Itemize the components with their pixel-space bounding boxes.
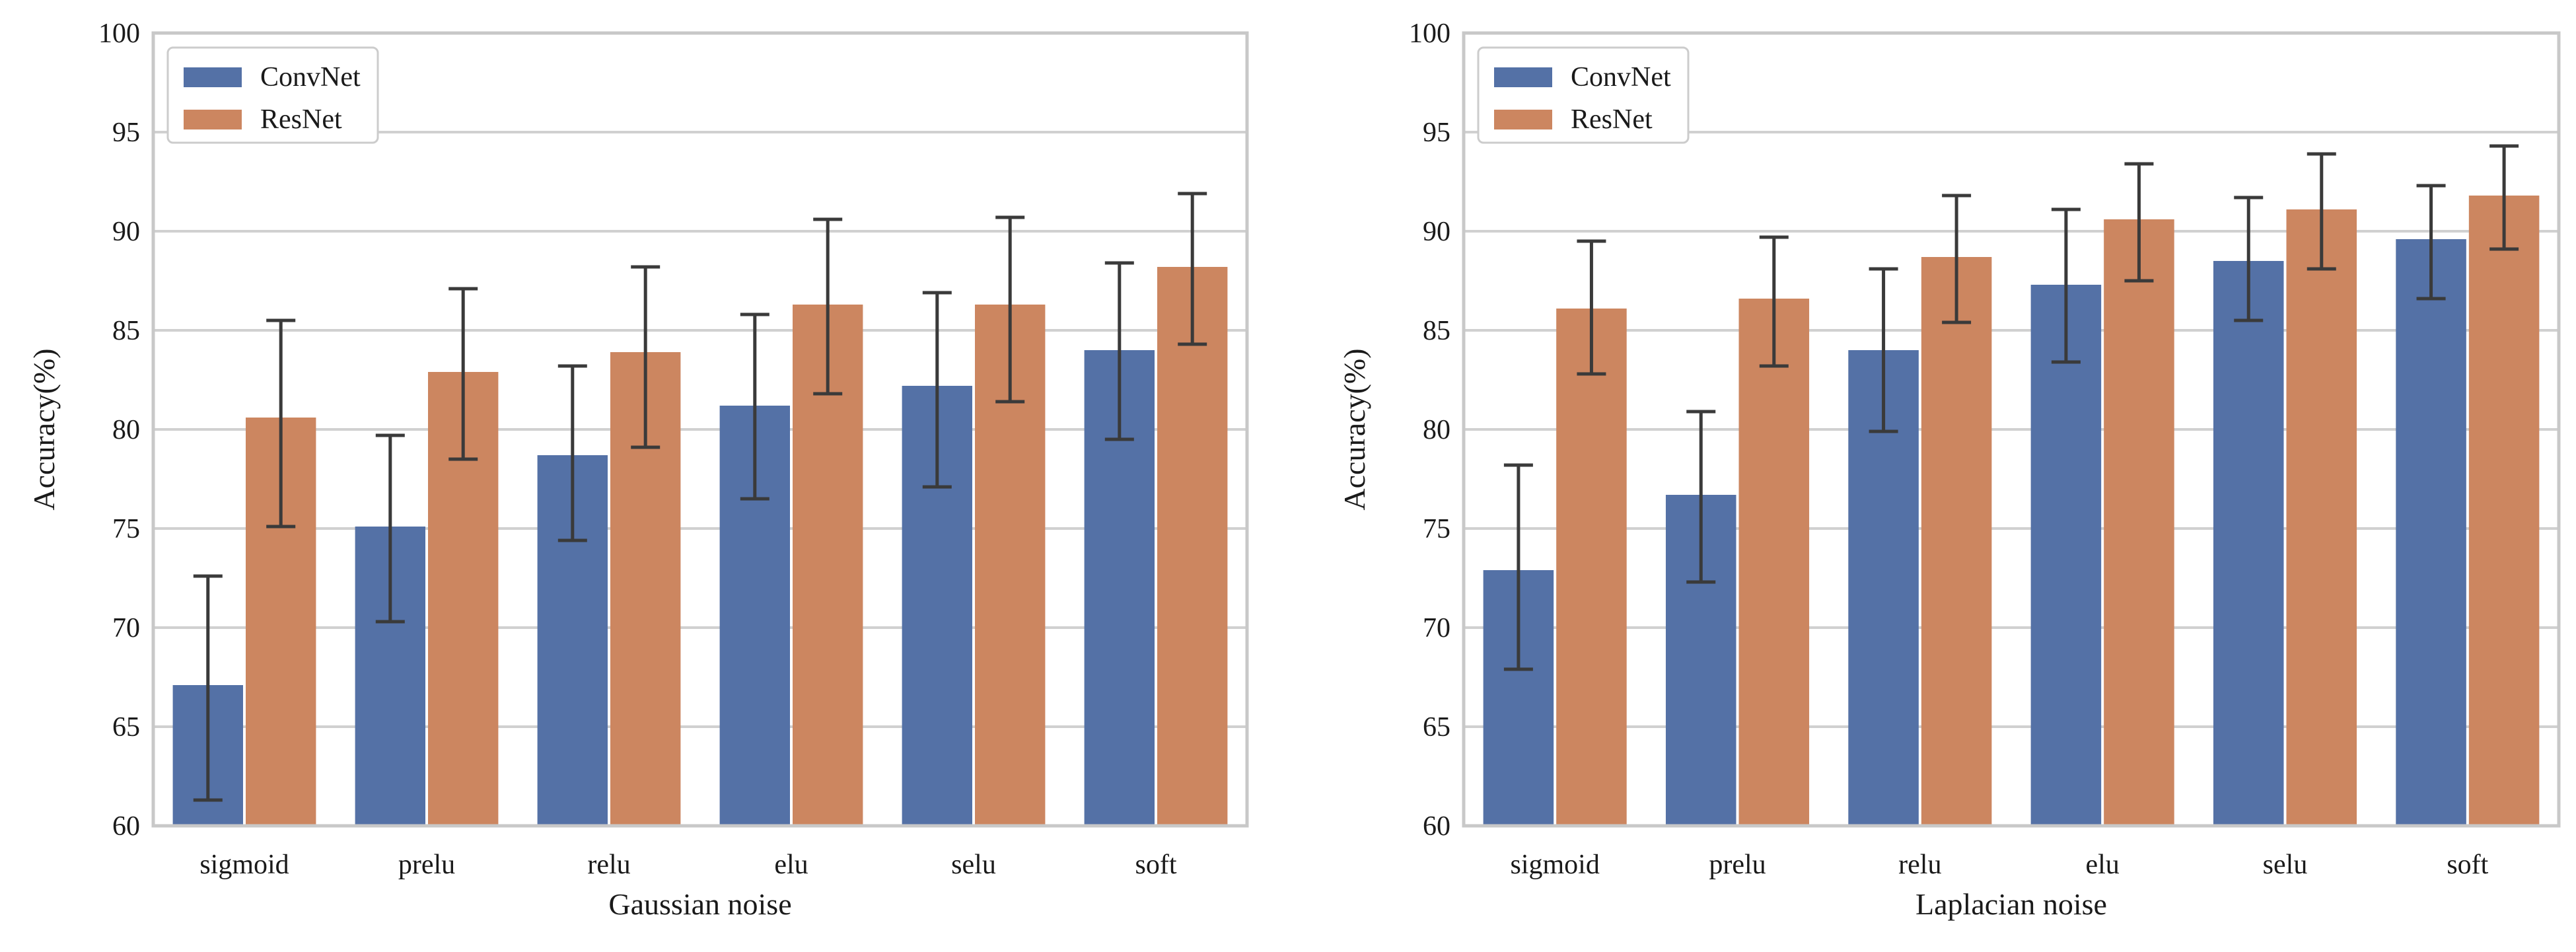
- error-bar: [2234, 196, 2264, 322]
- error-bar: [1942, 194, 1972, 324]
- legend-label-resnet: ResNet: [260, 104, 342, 135]
- x-tick-label: prelu: [1709, 850, 1766, 880]
- y-tick-label: 65: [112, 712, 140, 743]
- bar-resnet-prelu: [1738, 299, 1810, 826]
- bar-convnet-selu: [2213, 261, 2284, 826]
- error-bar: [2307, 152, 2336, 271]
- x-tick-label: prelu: [398, 850, 455, 880]
- y-tick-label: 90: [1423, 217, 1450, 247]
- error-bar: [995, 215, 1025, 404]
- y-tick-label: 75: [112, 514, 140, 544]
- bar-resnet-soft: [1157, 267, 1228, 826]
- error-bar: [375, 433, 405, 624]
- x-tick-label: selu: [951, 850, 996, 880]
- error-bar: [557, 364, 587, 542]
- legend-label-convnet: ConvNet: [260, 62, 361, 92]
- legend-swatch-convnet: [184, 67, 242, 87]
- error-bar: [2051, 207, 2081, 364]
- y-tick-label: 75: [1423, 514, 1450, 544]
- bar-resnet-elu: [2104, 219, 2174, 826]
- y-tick-label: 80: [112, 415, 140, 445]
- error-bar: [1686, 410, 1716, 584]
- chart-panel-2: 60 65 70 75 80 85 90 95 100 sigmoid prelu relu elu se…: [1338, 18, 2561, 921]
- legend: ConvNet ResNet: [1477, 46, 1690, 144]
- y-tick-label: 100: [1409, 18, 1450, 49]
- bar-resnet-soft: [2468, 196, 2540, 826]
- bar-convnet-soft: [2396, 239, 2466, 826]
- bar-resnet-relu: [1921, 257, 1992, 826]
- x-axis-title: Gaussian noise: [608, 887, 791, 921]
- error-bar: [1577, 239, 1606, 376]
- error-bar: [740, 312, 769, 501]
- x-tick-label: soft: [2447, 850, 2488, 880]
- x-tick-label: relu: [587, 850, 630, 880]
- error-bar: [2416, 184, 2446, 301]
- legend-swatch-convnet: [1494, 67, 1552, 87]
- chart-panel-1: 60 65 70 75 80 85 90 95 100 sigmoid prelu relu elu se…: [27, 18, 1249, 921]
- y-tick-label: 70: [112, 613, 140, 643]
- y-tick-label: 95: [112, 118, 140, 148]
- error-bar: [1869, 267, 1898, 433]
- y-tick-label: 90: [112, 217, 140, 247]
- bar-resnet-selu: [2286, 209, 2357, 826]
- legend: ConvNet ResNet: [166, 46, 379, 144]
- axes-frame: [1462, 31, 2561, 828]
- error-bar: [448, 287, 478, 461]
- x-tick-label: selu: [2263, 850, 2308, 880]
- y-tick-label: 100: [98, 18, 140, 49]
- error-bar: [266, 318, 296, 529]
- legend-label-convnet: ConvNet: [1571, 62, 1671, 92]
- y-tick-label: 95: [1423, 118, 1450, 148]
- error-bar: [2124, 162, 2154, 283]
- bar-resnet-sigmoid: [1556, 309, 1627, 826]
- legend-swatch-resnet: [1494, 110, 1552, 129]
- error-bar: [1503, 463, 1533, 671]
- x-tick-label: soft: [1135, 850, 1177, 880]
- x-tick-label: elu: [774, 850, 808, 880]
- x-tick-label: sigmoid: [1510, 850, 1599, 880]
- error-bar: [922, 291, 952, 489]
- error-bar: [631, 265, 661, 449]
- y-tick-label: 85: [112, 316, 140, 346]
- error-bar: [1178, 192, 1207, 346]
- legend-swatch-resnet: [184, 110, 242, 129]
- legend-label-resnet: ResNet: [1571, 104, 1653, 135]
- x-tick-label: relu: [1898, 850, 1941, 880]
- x-tick-label: elu: [2086, 850, 2120, 880]
- y-tick-label: 60: [1423, 811, 1450, 842]
- y-tick-label: 80: [1423, 415, 1450, 445]
- error-bar: [1104, 261, 1134, 441]
- error-bar: [2489, 144, 2519, 251]
- y-axis-title: Accuracy(%): [27, 348, 61, 510]
- y-axis-title: Accuracy(%): [1338, 348, 1371, 510]
- error-bar: [193, 574, 223, 802]
- y-tick-label: 65: [1423, 712, 1450, 743]
- y-tick-label: 85: [1423, 316, 1450, 346]
- axes-frame: [151, 31, 1249, 828]
- error-bar: [1759, 235, 1789, 368]
- x-tick-label: sigmoid: [199, 850, 289, 880]
- y-tick-label: 60: [112, 811, 140, 842]
- error-bar: [813, 217, 843, 396]
- x-axis-title: Laplacian noise: [1915, 887, 2107, 921]
- y-tick-label: 70: [1423, 613, 1450, 643]
- bar-convnet-elu: [2030, 285, 2102, 826]
